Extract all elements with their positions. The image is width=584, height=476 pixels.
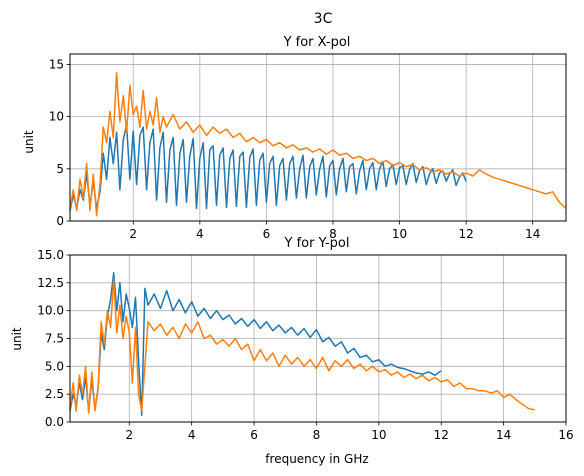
subplot-x-pol-frame — [69, 53, 567, 222]
tick-label-x: 10 — [392, 227, 407, 241]
subplot-x-pol: Y for X-pol unit 2 4 6 8 10 12 14 0 5 10 15 — [22, 35, 567, 241]
tick-label-x: 4 — [196, 227, 204, 241]
tick-label-x: 2 — [129, 227, 137, 241]
tick-label-x: 4 — [188, 428, 196, 442]
tick-label-y: 7.5 — [45, 332, 64, 346]
subplot-x-pol-grid — [70, 54, 566, 222]
tick-label-x: 8 — [329, 227, 337, 241]
tick-label-y: 5 — [56, 162, 64, 176]
tick-label-x: 8 — [313, 428, 321, 442]
subplot-y-pol-series — [69, 272, 535, 417]
tick-label-y: 0 — [56, 214, 64, 228]
tick-label-x: 12 — [458, 227, 473, 241]
tick-label-y: 5.0 — [45, 359, 64, 373]
subplot-y-pol-frame — [69, 254, 567, 423]
tick-label-x: 12 — [434, 428, 449, 442]
subplot-y-pol-grid — [70, 254, 567, 423]
tick-label-x: 6 — [250, 428, 258, 442]
tick-label-x: 6 — [263, 227, 271, 241]
tick-label-y: 0.0 — [45, 415, 64, 429]
subplot-x-pol-ticks: 2 4 6 8 10 12 14 0 5 10 15 — [49, 57, 541, 241]
tick-label-y: 2.5 — [45, 387, 64, 401]
subplot-x-pol-title: Y for X-pol — [283, 35, 351, 50]
subplot-x-pol-series — [69, 72, 567, 217]
figure-suptitle: 3C — [314, 11, 333, 27]
subplot-y-pol-ticks: 2 4 6 8 10 12 14 16 0.0 2.5 5.0 7.5 10.0 12.5 15.0 — [37, 248, 573, 442]
tick-label-y: 15.0 — [37, 248, 64, 262]
tick-label-x: 10 — [371, 428, 386, 442]
subplot-y-pol-title: Y for Y-pol — [284, 236, 350, 251]
tick-label-x: 14 — [496, 428, 511, 442]
tick-label-y: 10 — [49, 110, 64, 124]
tick-label-x: 16 — [558, 428, 573, 442]
tick-label-x: 14 — [525, 227, 540, 241]
tick-label-x: 2 — [125, 428, 133, 442]
subplot-y-pol: Y for Y-pol unit frequency in GHz 2 4 6 8 10… — [10, 236, 574, 466]
tick-label-y: 15 — [49, 57, 64, 71]
subplot-x-pol-ylabel: unit — [22, 130, 36, 154]
series-line-y-pol-1 — [69, 278, 535, 414]
series-line-x-pol-1 — [69, 72, 567, 217]
tick-label-y: 10.0 — [37, 304, 64, 318]
series-line-x-pol-0 — [69, 124, 467, 211]
subplot-y-pol-ylabel: unit — [10, 327, 24, 351]
subplot-y-pol-xlabel: frequency in GHz — [265, 452, 368, 466]
tick-label-y: 12.5 — [37, 276, 64, 290]
